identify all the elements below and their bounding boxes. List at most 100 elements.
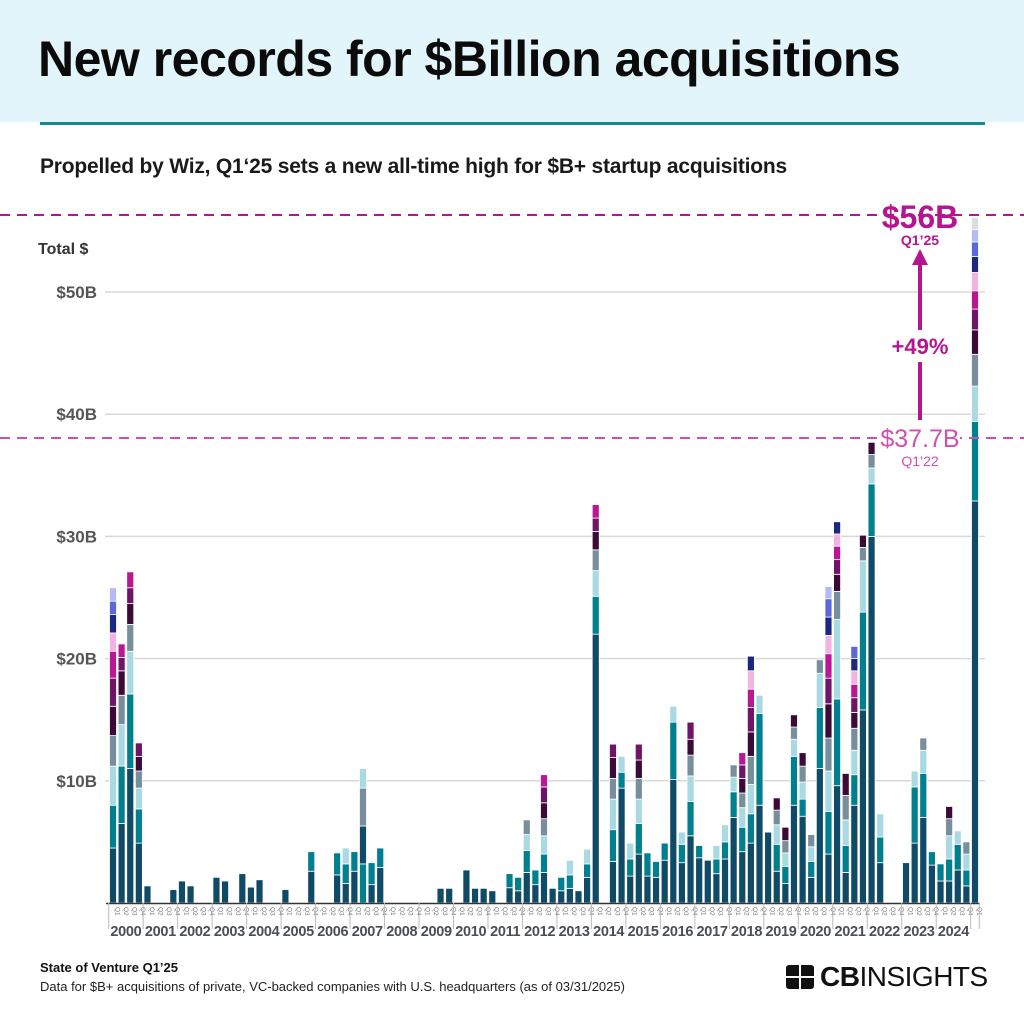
- bar-segment: [876, 813, 885, 838]
- x-year-label: 2005: [283, 924, 314, 940]
- bar-segment: [738, 851, 747, 904]
- bar-segment: [815, 659, 824, 674]
- bar-segment: [617, 755, 626, 773]
- x-tick-quarter-label: Q2: [225, 907, 232, 916]
- x-tick-quarter-label: Q2: [191, 907, 198, 916]
- x-tick-quarter-label: Q4: [208, 907, 215, 916]
- bar-segment: [815, 707, 824, 769]
- bar-segment: [867, 454, 876, 469]
- bar-stack: [971, 217, 979, 904]
- bar-segment: [695, 857, 704, 904]
- bar-segment: [626, 842, 635, 860]
- bar-segment: [281, 889, 290, 904]
- bar-segment: [764, 831, 773, 904]
- bar-segment: [540, 786, 548, 804]
- bar-segment: [859, 709, 867, 904]
- x-tick-quarter-label: Q1: [355, 907, 362, 916]
- bar-stack: [488, 890, 497, 904]
- bar-segment: [755, 804, 764, 904]
- record-value-label: $56B: [882, 199, 959, 235]
- x-tick-quarter-label: Q1: [424, 907, 431, 916]
- bar-segment: [919, 773, 928, 818]
- bar-segment: [186, 885, 195, 904]
- bar-segment: [798, 781, 807, 800]
- bar-segment: [798, 765, 807, 783]
- x-year-label: 2024: [938, 924, 969, 940]
- bar-stack: [557, 876, 566, 904]
- bar-segment: [729, 776, 738, 793]
- bar-stack: [583, 848, 591, 904]
- bar-segment: [772, 870, 781, 904]
- bar-segment: [746, 731, 755, 757]
- bar-segment: [574, 890, 583, 904]
- x-tick-quarter-label: Q2: [812, 907, 819, 916]
- bar-segment: [833, 785, 841, 904]
- bar-stack: [919, 737, 928, 904]
- bar-segment: [583, 863, 591, 878]
- bar-stack: [514, 876, 523, 904]
- bar-segment: [652, 876, 660, 904]
- bar-stack: [859, 534, 867, 904]
- bar-segment: [824, 586, 833, 600]
- x-year-label: 2002: [179, 924, 210, 940]
- bar-segment: [643, 852, 652, 877]
- bar-segment: [565, 874, 574, 889]
- bar-segment: [841, 819, 850, 846]
- bar-stack: [824, 586, 833, 904]
- footer-source-title: State of Venture Q1’25: [40, 960, 178, 975]
- x-tick-quarter-label: Q1: [562, 907, 569, 916]
- bar-segment: [445, 887, 454, 904]
- bar-segment: [134, 842, 143, 904]
- bar-segment: [143, 885, 152, 904]
- bar-segment: [833, 559, 841, 575]
- bar-segment: [134, 755, 143, 772]
- bar-stack: [712, 845, 721, 904]
- y-axis-title: Total $: [38, 241, 88, 258]
- bar-stack: [678, 831, 686, 904]
- bar-segment: [669, 721, 678, 780]
- bar-segment: [212, 876, 221, 904]
- cb-insights-logo-text: CBINSIGHTS: [820, 961, 988, 992]
- bar-stack: [505, 873, 514, 904]
- bar-segment: [686, 835, 695, 904]
- x-tick-quarter-label: Q4: [312, 907, 319, 916]
- bar-stack: [186, 885, 195, 904]
- bar-segment: [859, 534, 867, 548]
- bar-segment: [953, 869, 962, 904]
- bar-segment: [746, 813, 755, 844]
- x-year-label: 2004: [248, 924, 279, 940]
- bar-segment: [540, 872, 548, 904]
- bar-segment: [910, 842, 919, 904]
- bar-stack: [867, 441, 876, 904]
- bar-segment: [678, 831, 686, 845]
- bar-segment: [850, 711, 859, 729]
- x-tick-quarter-label: Q1: [631, 907, 638, 916]
- x-tick-quarter-label: Q4: [622, 907, 629, 916]
- bar-stack: [134, 742, 143, 904]
- x-tick-quarter-label: Q4: [794, 907, 801, 916]
- bar-segment: [634, 853, 643, 904]
- bar-segment: [669, 705, 678, 723]
- bar-segment: [815, 672, 824, 708]
- x-tick-quarter-label: Q1: [941, 907, 948, 916]
- x-tick-quarter-label: Q3: [475, 907, 482, 916]
- bar-segment: [686, 721, 695, 740]
- bar-segment: [971, 500, 979, 904]
- bar-segment: [772, 824, 781, 845]
- bar-segment: [126, 650, 135, 695]
- arrow-up-icon: [912, 249, 928, 265]
- bar-segment: [505, 873, 514, 889]
- bar-stack: [910, 770, 919, 904]
- x-tick-quarter-label: Q1: [768, 907, 775, 916]
- bar-stack: [669, 705, 678, 904]
- bar-segment: [126, 693, 135, 769]
- bar-segment: [876, 836, 885, 864]
- bar-stack: [126, 571, 135, 904]
- bar-segment: [928, 851, 936, 866]
- bar-segment: [953, 830, 962, 845]
- bar-segment: [867, 467, 876, 485]
- bar-segment: [540, 835, 548, 855]
- x-tick-quarter-label: Q2: [260, 907, 267, 916]
- x-tick-quarter-label: Q4: [518, 907, 525, 916]
- bar-stack: [540, 774, 548, 904]
